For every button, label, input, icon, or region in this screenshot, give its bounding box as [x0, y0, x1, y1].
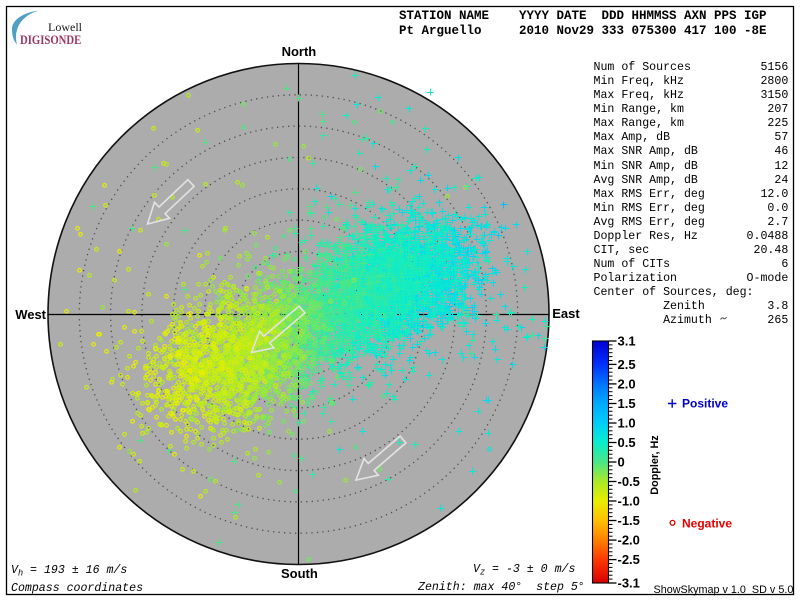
- svg-text:-0.5: -0.5: [618, 474, 640, 489]
- svg-text:2.5: 2.5: [618, 357, 636, 372]
- svg-text:-1.0: -1.0: [618, 494, 640, 509]
- svg-text:-2.0: -2.0: [618, 533, 640, 548]
- svg-text:1.5: 1.5: [618, 396, 636, 411]
- svg-text:-3.1: -3.1: [618, 576, 640, 591]
- svg-text:2.0: 2.0: [618, 376, 636, 391]
- svg-text:-1.5: -1.5: [618, 513, 640, 528]
- svg-text:0.5: 0.5: [618, 435, 636, 450]
- svg-text:3.1: 3.1: [618, 334, 636, 349]
- svg-text:Doppler, Hz: Doppler, Hz: [649, 435, 661, 495]
- svg-text:-2.5: -2.5: [618, 552, 640, 567]
- svg-text:0: 0: [618, 455, 625, 470]
- svg-text:1.0: 1.0: [618, 416, 636, 431]
- svg-text:Positive: Positive: [682, 397, 728, 411]
- svg-text:Negative: Negative: [682, 516, 732, 530]
